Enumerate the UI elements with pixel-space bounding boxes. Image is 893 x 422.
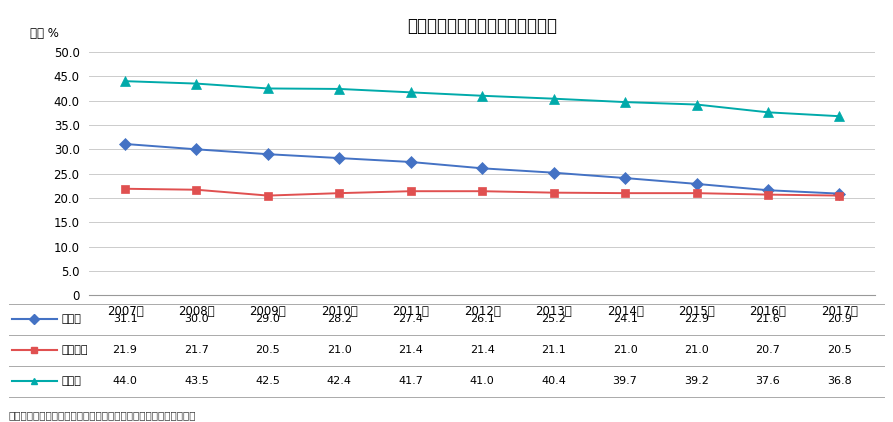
Title: 部位ごとのガンでの死亡率の推移: 部位ごとのガンでの死亡率の推移 [407,17,557,35]
Text: 21.9: 21.9 [113,345,138,355]
Text: 36.8: 36.8 [827,376,852,386]
Text: 43.5: 43.5 [184,376,209,386]
Text: 41.0: 41.0 [470,376,495,386]
Text: 29.0: 29.0 [255,314,280,325]
Text: 31.1: 31.1 [113,314,138,325]
Text: 42.4: 42.4 [327,376,352,386]
Text: 20.5: 20.5 [827,345,852,355]
Text: 胃がん: 胃がん [61,314,81,325]
Text: 39.2: 39.2 [684,376,709,386]
Text: 出典：国立がん研究センターがん情報サービス「がん登録・統計」: 出典：国立がん研究センターがん情報サービス「がん登録・統計」 [9,410,196,420]
Text: 肺がん: 肺がん [61,376,81,386]
Text: 27.4: 27.4 [398,314,423,325]
Text: 単位 %: 単位 % [30,27,59,40]
Text: 21.4: 21.4 [398,345,423,355]
Text: 42.5: 42.5 [255,376,280,386]
Text: 22.9: 22.9 [684,314,709,325]
Text: 24.1: 24.1 [613,314,638,325]
Text: 21.6: 21.6 [755,314,780,325]
Text: 40.4: 40.4 [541,376,566,386]
Text: 21.1: 21.1 [541,345,566,355]
Text: 41.7: 41.7 [398,376,423,386]
Text: 20.9: 20.9 [827,314,852,325]
Text: 39.7: 39.7 [613,376,638,386]
Text: 大腸がん: 大腸がん [61,345,88,355]
Text: 21.4: 21.4 [470,345,495,355]
Text: 21.0: 21.0 [327,345,352,355]
Text: 25.2: 25.2 [541,314,566,325]
Text: 21.0: 21.0 [684,345,709,355]
Text: 28.2: 28.2 [327,314,352,325]
Text: 21.0: 21.0 [613,345,638,355]
Text: 26.1: 26.1 [470,314,495,325]
Text: 44.0: 44.0 [113,376,138,386]
Text: 30.0: 30.0 [184,314,209,325]
Text: 37.6: 37.6 [755,376,780,386]
Text: 20.5: 20.5 [255,345,280,355]
Text: 21.7: 21.7 [184,345,209,355]
Text: 20.7: 20.7 [755,345,780,355]
